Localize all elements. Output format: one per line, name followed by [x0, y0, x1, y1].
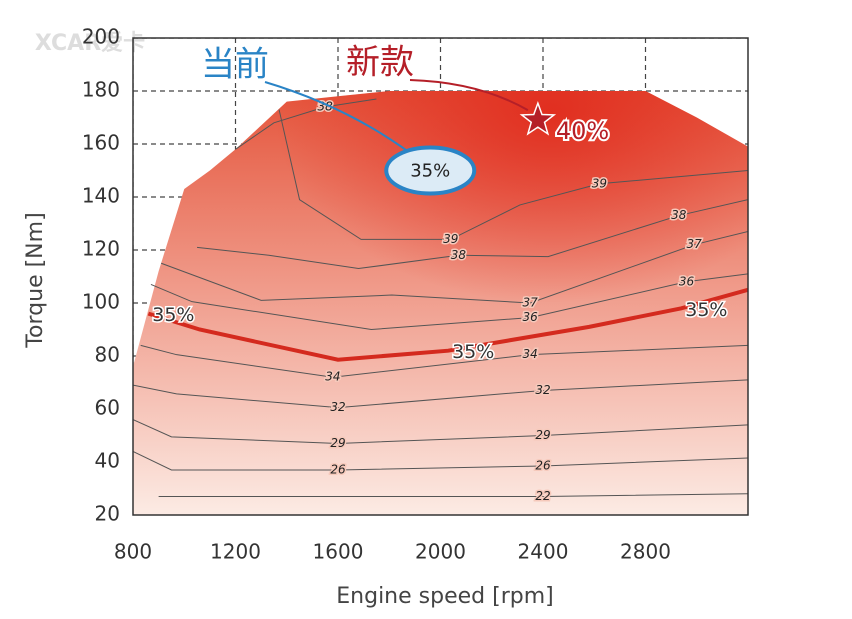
threshold-label: 35% — [685, 299, 727, 321]
annotation-marker — [384, 145, 477, 196]
contour-label: 39 — [443, 232, 458, 246]
x-axis-label: Engine speed [rpm] — [336, 584, 553, 609]
annotation-text: 当前 — [201, 45, 269, 85]
y-axis-label: Torque [Nm] — [23, 212, 48, 348]
x-tick-label: 2400 — [518, 540, 569, 564]
threshold-line — [147, 287, 748, 362]
contour-line — [235, 98, 377, 150]
annotation-label: 35% — [410, 161, 450, 182]
contour-label: 26 — [535, 458, 551, 472]
contour-label: 26 — [330, 462, 346, 476]
contour-label: 38 — [671, 208, 687, 222]
contour-label: 32 — [535, 383, 550, 397]
contour-label: 37 — [523, 296, 539, 310]
y-tick-label: 60 — [95, 396, 120, 420]
plot-frame — [132, 37, 749, 516]
threshold-label: 35% — [152, 304, 194, 326]
annotation-marker — [519, 100, 557, 136]
contour-line — [133, 379, 748, 409]
y-tick-label: 160 — [82, 131, 120, 155]
y-tick-label: 80 — [95, 343, 120, 367]
contour-label: 36 — [523, 310, 539, 324]
contour-line — [150, 273, 748, 331]
contour-line — [278, 109, 748, 240]
efficiency-peak — [133, 91, 748, 515]
contour-label: 37 — [687, 237, 703, 251]
contour-label: 29 — [535, 428, 550, 442]
x-tick-label: 2800 — [620, 540, 671, 564]
x-tick-label: 1600 — [313, 540, 364, 564]
contour-label: 34 — [523, 347, 538, 361]
y-tick-label: 120 — [82, 237, 120, 261]
annotation-label: 40% — [556, 117, 609, 145]
watermark: XCAR爱卡 — [35, 31, 145, 56]
contour-label: 29 — [330, 436, 345, 450]
annotation-arrow — [264, 81, 421, 162]
plot-area — [133, 38, 748, 515]
contour-line — [161, 230, 748, 304]
y-tick-label: 180 — [82, 78, 120, 102]
y-tick-label: 20 — [95, 502, 120, 526]
x-tick-label: 2000 — [415, 540, 466, 564]
contour-label: 34 — [325, 370, 340, 384]
contour-line — [158, 493, 748, 497]
contour-label: 36 — [679, 274, 695, 288]
y-tick-label: 200 — [82, 25, 120, 49]
contour-label: 39 — [592, 176, 607, 190]
contour-line — [133, 419, 748, 444]
annotation-text: 新款 — [346, 43, 414, 83]
contour-label: 38 — [451, 248, 467, 262]
x-tick-label: 800 — [114, 540, 152, 564]
contour-line — [197, 199, 748, 270]
contour-line — [140, 344, 748, 378]
y-tick-label: 140 — [82, 184, 120, 208]
contour-line — [133, 450, 748, 471]
contour-label: 22 — [535, 489, 550, 503]
x-tick-label: 1200 — [210, 540, 261, 564]
y-tick-label: 40 — [95, 449, 120, 473]
y-tick-label: 100 — [82, 290, 120, 314]
annotation-arrow — [409, 79, 529, 112]
threshold-label: 35% — [452, 341, 494, 363]
contour-label: 32 — [330, 400, 345, 414]
